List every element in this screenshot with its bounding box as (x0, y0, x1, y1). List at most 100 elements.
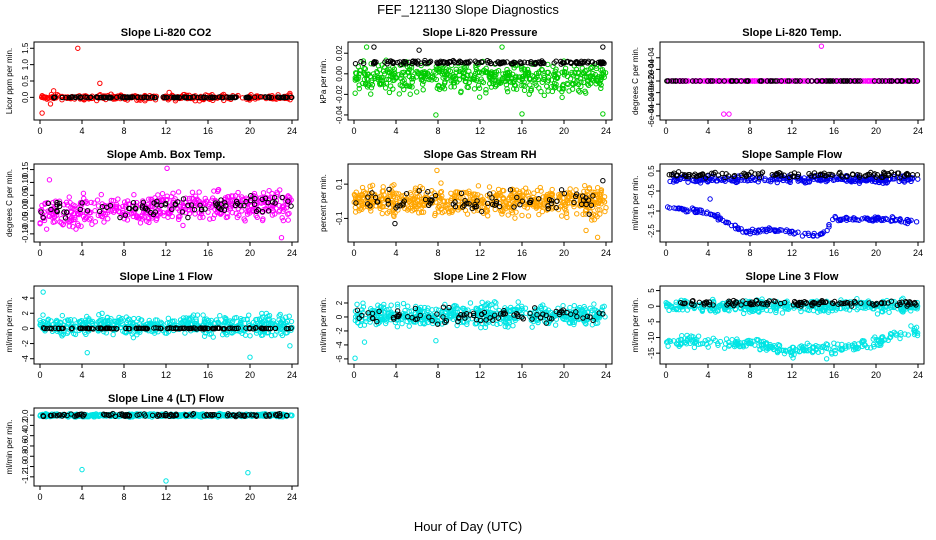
data-point (407, 91, 413, 97)
outlier-point (433, 338, 439, 344)
x-tick-label: 12 (475, 248, 485, 258)
data-point (204, 95, 210, 101)
data-point (591, 301, 597, 307)
data-point (539, 79, 546, 85)
data-point (550, 63, 556, 70)
data-point (352, 204, 359, 211)
outlier-point (433, 112, 439, 118)
data-point (511, 86, 517, 92)
outlier-point (97, 80, 103, 86)
data-point (443, 66, 449, 72)
outlier-point (600, 178, 606, 184)
data-point (419, 81, 426, 87)
outlier-point (247, 354, 253, 360)
y-axis-label: Licor ppm per min. (5, 48, 14, 114)
data-point (210, 94, 217, 101)
y-tick-label: 2 (335, 300, 344, 305)
data-point (474, 69, 481, 76)
y-tick-label: -1.5 (647, 204, 656, 218)
data-point (441, 86, 448, 92)
outlier-point (721, 111, 727, 117)
data-point (545, 74, 552, 81)
y-tick-label: 0 (647, 303, 656, 308)
x-tick-label: 24 (287, 126, 297, 136)
data-point (243, 94, 249, 101)
outlier-point (519, 111, 525, 117)
data-point (559, 213, 565, 219)
data-point (435, 68, 442, 74)
data-point (138, 94, 144, 100)
y-tick-label: 0.0 (21, 91, 30, 103)
data-point (87, 94, 93, 101)
data-point (108, 94, 115, 101)
data-point (105, 216, 111, 222)
y-axis-label: ml/min per min. (5, 298, 14, 353)
data-point (359, 184, 366, 191)
series-2 (664, 196, 920, 239)
x-tick-label: 16 (203, 248, 213, 258)
data-point (415, 61, 421, 67)
x-tick-label: 20 (245, 126, 255, 136)
data-point (355, 63, 361, 70)
panel-title: Slope Line 1 Flow (120, 271, 213, 283)
data-point (562, 65, 569, 71)
data-point (504, 88, 511, 95)
series-2 (352, 44, 607, 67)
data-point (505, 69, 511, 76)
data-point (436, 69, 443, 75)
x-tick-label: 20 (245, 370, 255, 380)
data-point (512, 60, 518, 66)
data-point (529, 324, 535, 330)
data-point (488, 60, 494, 67)
data-point (242, 332, 249, 338)
data-point (569, 71, 575, 77)
data-point (532, 305, 538, 311)
data-point (405, 303, 411, 309)
y-tick-label: -4 (335, 341, 344, 349)
data-point (149, 94, 156, 100)
data-point (389, 75, 396, 81)
data-point (481, 67, 487, 73)
panel-title: Slope Li-820 Temp. (742, 27, 841, 39)
x-tick-label: 0 (351, 370, 356, 380)
data-point (437, 59, 444, 66)
y-tick-label: 1.0 (21, 59, 30, 71)
data-point (567, 59, 574, 65)
x-tick-label: 4 (393, 370, 398, 380)
y-axis-label: degrees C per min. (631, 47, 640, 115)
data-point (173, 94, 180, 101)
data-point (137, 220, 144, 226)
data-point (364, 76, 370, 82)
y-tick-label: -4 (21, 355, 30, 363)
x-tick-label: 4 (393, 126, 398, 136)
data-point (483, 86, 489, 93)
data-point (110, 331, 116, 338)
data-point (352, 60, 359, 67)
outlier-point (361, 339, 368, 345)
data-point (66, 194, 72, 200)
data-point (578, 83, 584, 90)
data-point (265, 94, 271, 101)
data-point (492, 81, 499, 88)
data-point (582, 88, 588, 95)
data-point (450, 74, 457, 80)
data-point (93, 97, 100, 104)
panel-title: Slope Sample Flow (742, 149, 843, 161)
outlier-point (352, 355, 358, 361)
data-point (384, 61, 390, 67)
x-tick-label: 16 (829, 126, 839, 136)
data-point (380, 75, 386, 81)
data-point (219, 95, 226, 101)
x-tick-label: 0 (351, 248, 356, 258)
x-tick-label: 0 (37, 370, 42, 380)
data-point (521, 66, 527, 72)
data-point (383, 80, 390, 86)
x-tick-label: 12 (475, 370, 485, 380)
data-point (180, 222, 186, 229)
data-point (365, 71, 372, 77)
data-point (516, 74, 522, 80)
data-point (485, 213, 491, 219)
data-point (106, 95, 112, 101)
data-point (566, 88, 572, 94)
